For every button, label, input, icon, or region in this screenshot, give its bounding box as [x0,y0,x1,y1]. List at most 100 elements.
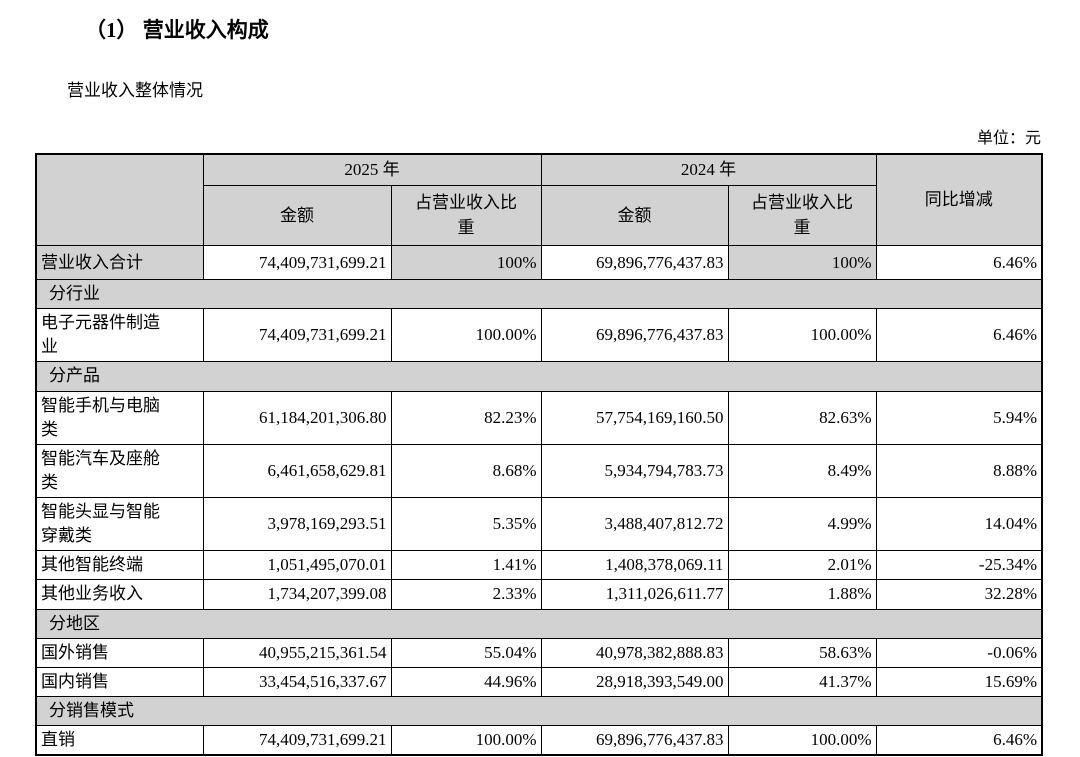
table-row: 直销 74,409,731,699.21 100.00% 69,896,776,437… [35,725,1043,756]
row-label-text: 其他智能终端 [41,555,143,575]
yoy-cell: 14.04% [875,497,1043,552]
section-label: 分产品 [35,361,1043,392]
share-2025-cell: 82.23% [390,390,542,445]
year-2025-header: 2025 年 [202,153,542,187]
share-2024-cell: 82.63% [727,390,877,445]
share-2024-cell: 2.01% [727,550,877,581]
table-row: 智能头显与智能穿戴类 3,978,169,293.51 5.35% 3,488,407… [35,497,1043,552]
share-2024-cell: 100.00% [727,725,877,756]
row-label-cell: 智能手机与电脑类 [35,390,204,445]
page-title: （1） 营业收入构成 [85,18,269,42]
section-label: 分销售模式 [35,695,1043,727]
row-label-text: 国外销售 [41,642,109,662]
share-2025-cell: 8.68% [390,443,542,499]
yoy-cell: 6.46% [875,725,1043,756]
yoy-cell: -25.34% [875,550,1043,581]
row-label-cell: 国外销售 [35,637,204,668]
unit-label: 单位：元 [976,129,1041,147]
amount-2024-cell: 69,896,776,437.83 [540,725,729,756]
corner-header-cell [35,153,204,247]
share-2025-cell: 55.04% [390,637,542,668]
yoy-cell: 32.28% [875,579,1043,610]
yoy-cell: 6.46% [875,245,1043,281]
yoy-header: 同比增减 [875,153,1043,247]
table-row: 国内销售 33,454,516,337.67 44.96% 28,918,393,54… [35,666,1043,697]
row-label-cell: 智能汽车及座舱类 [35,443,204,499]
share-2024-cell: 100.00% [727,308,877,363]
share-2024-cell: 1.88% [727,579,877,610]
amount-2025-cell: 33,454,516,337.67 [202,666,392,697]
table-row: 智能手机与电脑类 61,184,201,306.80 82.23% 57,754,16… [35,390,1043,445]
amount-2025-header: 金额 [202,185,392,247]
amount-2024-cell: 28,918,393,549.00 [540,666,729,697]
share-2024-cell: 41.37% [727,666,877,697]
share-2025-cell: 100% [390,245,542,281]
share-2025-cell: 100.00% [390,308,542,363]
amount-2025-cell: 74,409,731,699.21 [202,308,392,363]
section-label: 分地区 [35,608,1043,639]
share-2025-cell: 100.00% [390,725,542,756]
row-label-cell: 国内销售 [35,666,204,697]
row-label-text: 营业收入合计 [41,252,143,272]
row-label-cell: 电子元器件制造业 [35,308,204,363]
amount-2025-cell: 74,409,731,699.21 [202,725,392,756]
amount-2025-cell: 6,461,658,629.81 [202,443,392,499]
row-label-cell: 智能头显与智能穿戴类 [35,497,204,552]
section-label: 分行业 [35,279,1043,310]
revenue-composition-table: 2025 年 2024 年 同比增减 金额 占营业收入比重 金额 占营业收入比重… [35,152,1043,757]
table-row: 其他智能终端 1,051,495,070.01 1.41% 1,408,378,069… [35,550,1043,581]
row-label-cell: 直销 [35,725,204,756]
row-label-text: 智能头显与智能穿戴类 [41,502,160,546]
share-2025-cell: 5.35% [390,497,542,552]
table-row: 智能汽车及座舱类 6,461,658,629.81 8.68% 5,934,794,7… [35,443,1043,499]
yoy-cell: -0.06% [875,637,1043,668]
table-row: 电子元器件制造业 74,409,731,699.21 100.00% 69,896,7… [35,308,1043,363]
share-2025-header: 占营业收入比重 [390,185,542,247]
amount-2025-cell: 1,051,495,070.01 [202,550,392,581]
section-row: 分销售模式 [35,695,1043,727]
amount-2025-cell: 61,184,201,306.80 [202,390,392,445]
amount-2024-cell: 69,896,776,437.83 [540,245,729,281]
row-label-cell: 其他业务收入 [35,579,204,610]
yoy-cell: 8.88% [875,443,1043,499]
amount-2025-cell: 40,955,215,361.54 [202,637,392,668]
amount-2024-cell: 69,896,776,437.83 [540,308,729,363]
row-label-text: 直销 [41,730,75,750]
table-row: 其他业务收入 1,734,207,399.08 2.33% 1,311,026,611… [35,579,1043,610]
amount-2025-cell: 74,409,731,699.21 [202,245,392,281]
share-2024-header: 占营业收入比重 [727,185,877,247]
section-row: 分行业 [35,279,1043,310]
row-label-cell: 营业收入合计 [35,245,204,281]
share-2025-cell: 2.33% [390,579,542,610]
table-row: 营业收入合计 74,409,731,699.21 100% 69,896,776,43… [35,245,1043,281]
row-label-cell: 其他智能终端 [35,550,204,581]
yoy-cell: 5.94% [875,390,1043,445]
amount-2025-cell: 1,734,207,399.08 [202,579,392,610]
amount-2024-cell: 57,754,169,160.50 [540,390,729,445]
share-2024-cell: 58.63% [727,637,877,668]
table-row: 国外销售 40,955,215,361.54 55.04% 40,978,382,88… [35,637,1043,668]
row-label-text: 智能手机与电脑类 [41,395,160,439]
year-2024-header: 2024 年 [540,153,877,187]
yoy-cell: 15.69% [875,666,1043,697]
row-label-text: 其他业务收入 [41,584,143,604]
amount-2025-cell: 3,978,169,293.51 [202,497,392,552]
share-2025-cell: 44.96% [390,666,542,697]
share-2024-cell: 100% [727,245,877,281]
share-2024-cell: 8.49% [727,443,877,499]
table-caption: 营业收入整体情况 [67,81,203,101]
amount-2024-cell: 5,934,794,783.73 [540,443,729,499]
row-label-text: 智能汽车及座舱类 [41,448,160,492]
share-2024-header-text: 占营业收入比重 [751,193,853,237]
share-2024-cell: 4.99% [727,497,877,552]
row-label-text: 电子元器件制造业 [41,313,160,357]
amount-2024-cell: 1,311,026,611.77 [540,579,729,610]
section-row: 分产品 [35,361,1043,392]
share-2025-cell: 1.41% [390,550,542,581]
share-2025-header-text: 占营业收入比重 [415,193,517,237]
amount-2024-header: 金额 [540,185,729,247]
amount-2024-cell: 1,408,378,069.11 [540,550,729,581]
yoy-cell: 6.46% [875,308,1043,363]
section-row: 分地区 [35,608,1043,639]
